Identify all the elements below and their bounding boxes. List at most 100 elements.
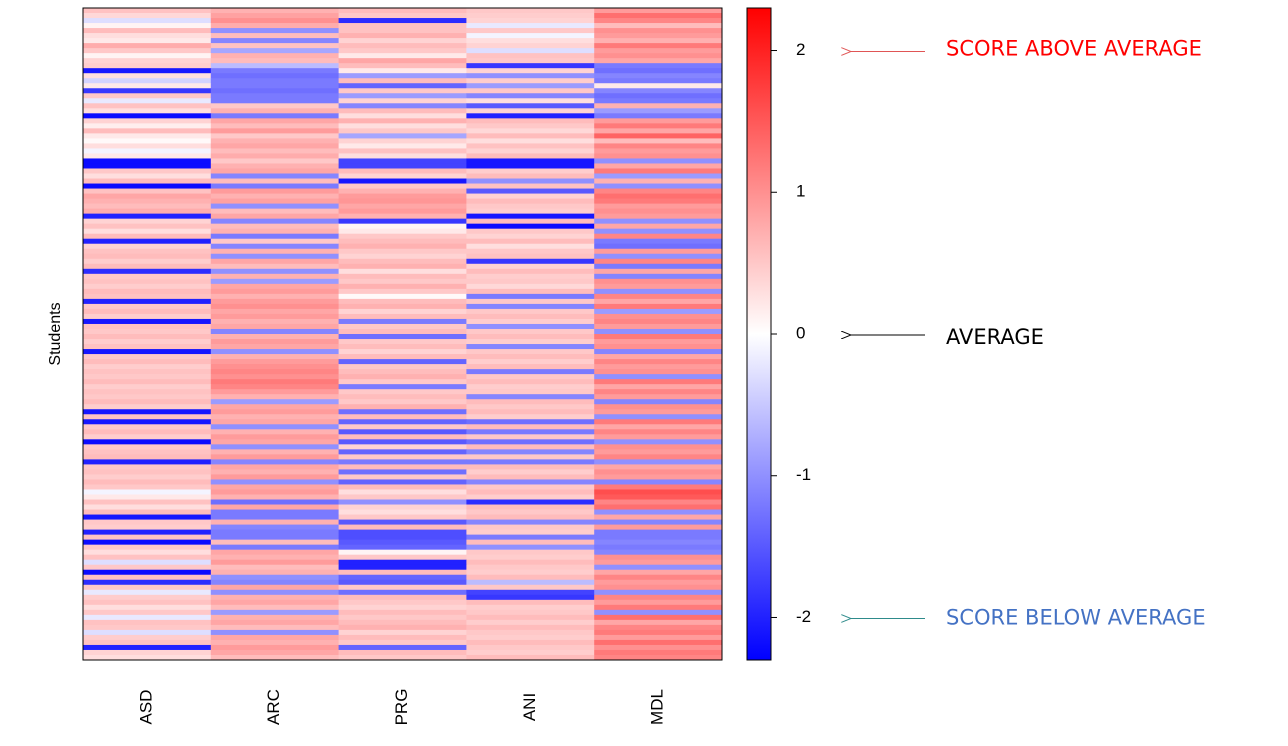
heatmap-cell: [594, 624, 723, 631]
heatmap-cell: [338, 564, 467, 571]
heatmap-cell: [466, 644, 595, 651]
heatmap-cell: [594, 128, 723, 134]
heatmap-cell: [338, 439, 467, 445]
heatmap-cell: [83, 614, 212, 621]
heatmap-cell: [466, 484, 595, 490]
heatmap-cell: [210, 354, 339, 360]
heatmap-cell: [210, 599, 339, 606]
heatmap-cell: [466, 33, 595, 39]
heatmap-cell: [338, 559, 467, 566]
heatmap-cell: [210, 399, 339, 405]
heatmap-cell: [594, 434, 723, 440]
heatmap-cell: [210, 198, 339, 204]
heatmap-cell: [338, 243, 467, 250]
heatmap-cell: [83, 328, 212, 335]
heatmap-cell: [338, 629, 467, 636]
heatmap-cell: [210, 133, 339, 139]
heatmap-cell: [594, 8, 723, 14]
heatmap-cell: [210, 33, 339, 39]
heatmap-cell: [210, 203, 339, 210]
heatmap-cell: [594, 183, 723, 189]
heatmap-cell: [83, 273, 212, 280]
heatmap-cell: [338, 494, 467, 500]
heatmap-cell: [83, 28, 212, 34]
heatmap-cell: [83, 474, 212, 480]
heatmap-cell: [338, 318, 467, 325]
heatmap-cell: [210, 98, 339, 104]
heatmap-cell: [83, 138, 212, 144]
heatmap-cell: [83, 524, 212, 530]
heatmap-cell: [210, 138, 339, 144]
heatmap-cell: [210, 389, 339, 395]
heatmap-cell: [338, 634, 467, 641]
heatmap-cell: [594, 298, 723, 305]
heatmap-cell: [466, 379, 595, 385]
heatmap-cell: [338, 394, 467, 400]
heatmap-cell: [338, 223, 467, 230]
heatmap-cell: [466, 474, 595, 480]
heatmap-cell: [338, 218, 467, 225]
heatmap-cell: [83, 589, 212, 596]
heatmap-cell: [338, 303, 467, 310]
heatmap-cell: [210, 323, 339, 330]
colorbar-tick-label: 0: [796, 323, 805, 342]
heatmap-cell: [594, 213, 723, 220]
heatmap-cell: [338, 38, 467, 44]
heatmap-cell: [210, 93, 339, 99]
heatmap-cell: [466, 634, 595, 641]
heatmap-cell: [83, 364, 212, 370]
heatmap-cell: [338, 424, 467, 430]
heatmap-cell: [466, 208, 595, 215]
heatmap-cell: [210, 499, 339, 505]
heatmap-cell: [594, 589, 723, 596]
heatmap-cell: [83, 143, 212, 149]
heatmap-cell: [466, 454, 595, 460]
heatmap-cell: [338, 594, 467, 601]
heatmap-cell: [466, 133, 595, 139]
heatmap-cell: [466, 624, 595, 631]
plot-frame: [82, 7, 723, 661]
heatmap-cell: [466, 248, 595, 255]
heatmap-cell: [83, 429, 212, 435]
heatmap-cell: [210, 449, 339, 455]
heatmap-cell: [83, 263, 212, 270]
heatmap-cell: [466, 103, 595, 109]
heatmap-cell: [466, 263, 595, 270]
heatmap-cell: [210, 328, 339, 335]
heatmap-cell: [338, 499, 467, 505]
heatmap-cell: [594, 389, 723, 395]
heatmap-cell: [594, 554, 723, 561]
heatmap-cell: [466, 123, 595, 129]
heatmap-cell: [466, 18, 595, 24]
heatmap-cell: [466, 28, 595, 34]
heatmap-cell: [210, 163, 339, 169]
heatmap-cell: [466, 278, 595, 285]
heatmap-cell: [466, 594, 595, 601]
heatmap-cell: [210, 173, 339, 179]
heatmap-cell: [338, 263, 467, 270]
heatmap-cell: [338, 604, 467, 611]
heatmap-cell: [594, 18, 723, 24]
x-tick-label: ASD: [136, 690, 155, 725]
heatmap-cell: [83, 33, 212, 39]
heatmap-cell: [210, 569, 339, 576]
heatmap-cell: [210, 639, 339, 646]
y-axis-label: Students: [47, 302, 64, 365]
heatmap-cell: [466, 604, 595, 611]
heatmap-cell: [466, 53, 595, 59]
heatmap-cell: [210, 278, 339, 285]
heatmap-cell: [594, 223, 723, 230]
heatmap-cell: [210, 103, 339, 109]
heatmap-cell: [83, 168, 212, 174]
heatmap-cell: [466, 143, 595, 149]
heatmap-cell: [594, 168, 723, 174]
heatmap-cell: [210, 474, 339, 480]
heatmap-cell: [210, 519, 339, 525]
heatmap-cell: [594, 474, 723, 480]
heatmap-cell: [83, 549, 212, 556]
heatmap-cell: [83, 298, 212, 305]
heatmap-cell: [210, 188, 339, 194]
heatmap-cell: [338, 48, 467, 54]
heatmap-cell: [594, 103, 723, 109]
heatmap-cell: [83, 494, 212, 500]
